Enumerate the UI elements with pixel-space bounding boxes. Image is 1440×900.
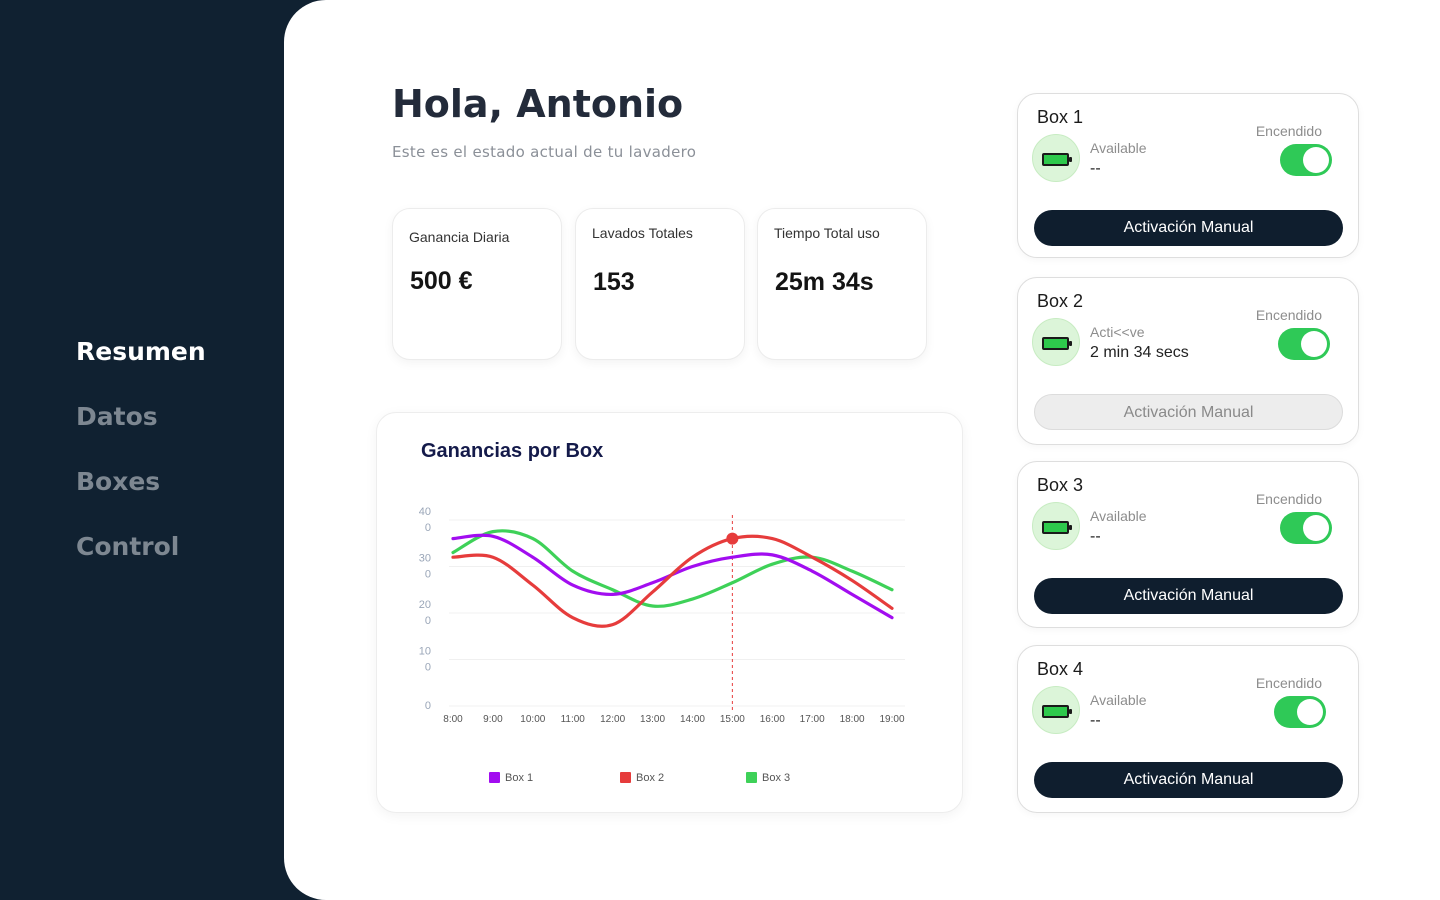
- toggle-knob: [1301, 331, 1327, 357]
- stat-value: 25m 34s: [775, 268, 874, 296]
- manual-activation-button[interactable]: Activación Manual: [1034, 394, 1343, 430]
- toggle-knob: [1303, 515, 1329, 541]
- stat-card-lavados: Lavados Totales 153: [575, 208, 745, 360]
- box-4-card: Box 4 Available -- Encendido Activación …: [1017, 645, 1359, 813]
- stat-value: 153: [593, 268, 635, 296]
- box-3-card: Box 3 Available -- Encendido Activación …: [1017, 461, 1359, 628]
- battery-full-icon: [1042, 705, 1072, 718]
- box-status-label: Available: [1090, 508, 1147, 524]
- page-subtitle: Este es el estado actual de tu lavadero: [392, 143, 697, 161]
- battery-badge: [1032, 502, 1080, 550]
- switch-label: Encendido: [1255, 307, 1322, 323]
- x-tick-label: 16:00: [760, 714, 785, 725]
- x-tick-label: 18:00: [840, 714, 865, 725]
- chart-title: Ganancias por Box: [421, 440, 604, 462]
- x-tick-label: 17:00: [800, 714, 825, 725]
- x-tick-label: 9:00: [483, 714, 503, 725]
- stat-value: 500 €: [410, 267, 473, 295]
- battery-badge: [1032, 134, 1080, 182]
- battery-full-icon: [1042, 337, 1072, 350]
- page-title: Hola, Antonio: [392, 82, 683, 126]
- sidebar-item-boxes[interactable]: Boxes: [76, 467, 161, 496]
- legend-label: Box 1: [505, 772, 533, 784]
- manual-activation-button[interactable]: Activación Manual: [1034, 210, 1343, 246]
- chart-card: Ganancias por Box 40 0 30 0 20 0 10 0 0 8:00 9:00 1…: [376, 412, 963, 813]
- box-status-value: --: [1090, 712, 1101, 729]
- sidebar: Resumen Datos Boxes Control: [0, 0, 300, 900]
- box-status-label: Available: [1090, 692, 1147, 708]
- legend-swatch: [620, 772, 631, 783]
- main-content: Hola, Antonio Este es el estado actual d…: [284, 0, 1440, 900]
- box-status-value: --: [1090, 160, 1101, 177]
- box-title: Box 1: [1037, 107, 1084, 127]
- manual-activation-button[interactable]: Activación Manual: [1034, 578, 1343, 614]
- series-line-box-2: [451, 534, 894, 628]
- series-line-box-3: [451, 529, 894, 608]
- x-tick-label: 12:00: [600, 714, 625, 725]
- battery-badge: [1032, 318, 1080, 366]
- legend-label: Box 3: [762, 772, 790, 784]
- y-tick-label: 20 0: [419, 599, 431, 627]
- user-name: Antonio: [516, 82, 684, 126]
- x-tick-label: 11:00: [561, 714, 586, 725]
- sidebar-item-control[interactable]: Control: [76, 532, 180, 561]
- stat-label: Tiempo Total uso: [774, 225, 880, 241]
- box-title: Box 2: [1037, 291, 1084, 311]
- stat-card-tiempo: Tiempo Total uso 25m 34s: [757, 208, 927, 360]
- battery-full-icon: [1042, 153, 1072, 166]
- x-tick-label: 19:00: [879, 714, 904, 725]
- power-toggle[interactable]: [1274, 696, 1326, 728]
- box-status-label: Acti<<ve: [1090, 324, 1145, 340]
- box-status-value: 2 min 34 secs: [1090, 344, 1189, 361]
- stat-label: Lavados Totales: [592, 225, 693, 241]
- battery-badge: [1032, 686, 1080, 734]
- manual-activation-button[interactable]: Activación Manual: [1034, 762, 1343, 798]
- x-tick-label: 14:00: [680, 714, 705, 725]
- switch-label: Encendido: [1255, 675, 1322, 691]
- box-title: Box 4: [1037, 659, 1084, 679]
- x-tick-label: 15:00: [720, 714, 745, 725]
- y-tick-label: 10 0: [419, 646, 431, 674]
- legend-swatch: [746, 772, 757, 783]
- x-tick-label: 8:00: [443, 714, 463, 725]
- legend-label: Box 2: [636, 772, 664, 784]
- x-tick-label: 13:00: [640, 714, 665, 725]
- power-toggle[interactable]: [1280, 144, 1332, 176]
- x-tick-label: 10:00: [520, 714, 545, 725]
- sidebar-item-datos[interactable]: Datos: [76, 402, 158, 431]
- box-status-label: Available: [1090, 140, 1147, 156]
- box-2-card: Box 2 Acti<<ve 2 min 34 secs Encendido A…: [1017, 277, 1359, 445]
- legend-swatch: [489, 772, 500, 783]
- stat-card-ganancia: Ganancia Diaria 500 €: [392, 208, 562, 360]
- greeting-prefix: Hola,: [392, 82, 517, 126]
- power-toggle[interactable]: [1280, 512, 1332, 544]
- toggle-knob: [1297, 699, 1323, 725]
- box-1-card: Box 1 Available -- Encendido Activación …: [1017, 93, 1359, 258]
- power-toggle[interactable]: [1278, 328, 1330, 360]
- battery-full-icon: [1042, 521, 1072, 534]
- earnings-chart: 40 0 30 0 20 0 10 0 0 8:00 9:00 10:00 11:00 12:00 13:0…: [419, 506, 905, 784]
- highlight-point: [726, 532, 739, 545]
- switch-label: Encendido: [1255, 123, 1322, 139]
- y-tick-label: 0: [425, 700, 431, 712]
- sidebar-item-resumen[interactable]: Resumen: [76, 337, 206, 366]
- stat-label: Ganancia Diaria: [409, 229, 510, 245]
- y-tick-label: 30 0: [419, 553, 431, 581]
- box-status-value: --: [1090, 528, 1101, 545]
- box-title: Box 3: [1037, 475, 1084, 495]
- toggle-knob: [1303, 147, 1329, 173]
- sidebar-nav: Resumen Datos Boxes Control: [76, 336, 206, 596]
- switch-label: Encendido: [1255, 491, 1322, 507]
- y-tick-label: 40 0: [419, 506, 431, 534]
